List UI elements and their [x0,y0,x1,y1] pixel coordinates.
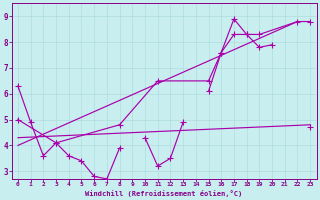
X-axis label: Windchill (Refroidissement éolien,°C): Windchill (Refroidissement éolien,°C) [85,190,243,197]
